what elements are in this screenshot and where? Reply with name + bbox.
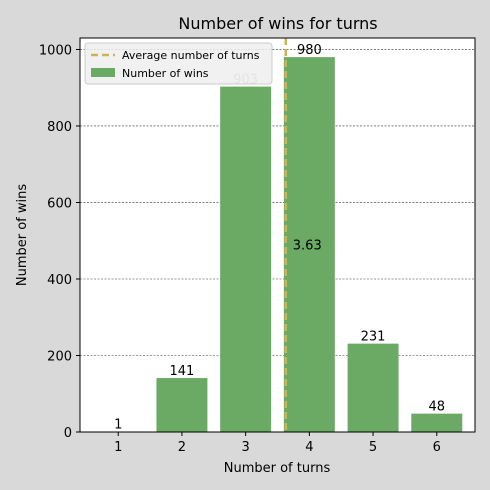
bar <box>283 57 335 432</box>
legend-box <box>84 42 273 85</box>
y-axis-label: Number of wins <box>15 184 30 287</box>
plot-frame <box>79 37 476 433</box>
x-tick-label: 4 <box>305 440 313 455</box>
legend-bar-swatch <box>91 68 115 77</box>
x-axis-label: Number of turns <box>224 461 331 476</box>
data-label: 231 <box>361 330 386 345</box>
x-tick-label: 2 <box>178 440 186 455</box>
x-tick-label: 5 <box>369 440 377 455</box>
legend-label-average: Average number of turns <box>122 49 260 62</box>
x-tick-label: 1 <box>114 440 122 455</box>
average-line-group: 3.63 <box>284 38 322 432</box>
x-tick-label: 3 <box>242 440 250 455</box>
bar <box>220 86 272 433</box>
data-label: 1 <box>114 418 122 433</box>
y-axis: 0 200 400 600 800 1000 <box>39 43 80 441</box>
y-tick-label: 0 <box>64 426 72 441</box>
average-line-label: 3.63 <box>293 239 322 254</box>
data-label: 48 <box>429 400 446 415</box>
bar <box>156 378 208 432</box>
x-tick-label: 6 <box>433 440 441 455</box>
data-label: 980 <box>297 43 322 58</box>
y-tick-label: 1000 <box>39 43 72 58</box>
chart-title: Number of wins for turns <box>178 14 377 33</box>
y-tick-label: 400 <box>47 273 72 288</box>
bars <box>92 57 463 433</box>
gridlines <box>80 49 475 356</box>
plot-area <box>80 38 475 432</box>
y-tick-label: 200 <box>47 349 72 364</box>
x-axis: 1 2 3 4 5 6 <box>114 432 441 455</box>
bar <box>347 343 399 432</box>
bar <box>411 413 463 432</box>
y-tick-label: 800 <box>47 120 72 135</box>
y-tick-label: 600 <box>47 196 72 211</box>
legend-label-wins: Number of wins <box>122 67 209 80</box>
legend: Average number of turns Number of wins <box>84 42 273 85</box>
data-label: 141 <box>170 364 195 379</box>
